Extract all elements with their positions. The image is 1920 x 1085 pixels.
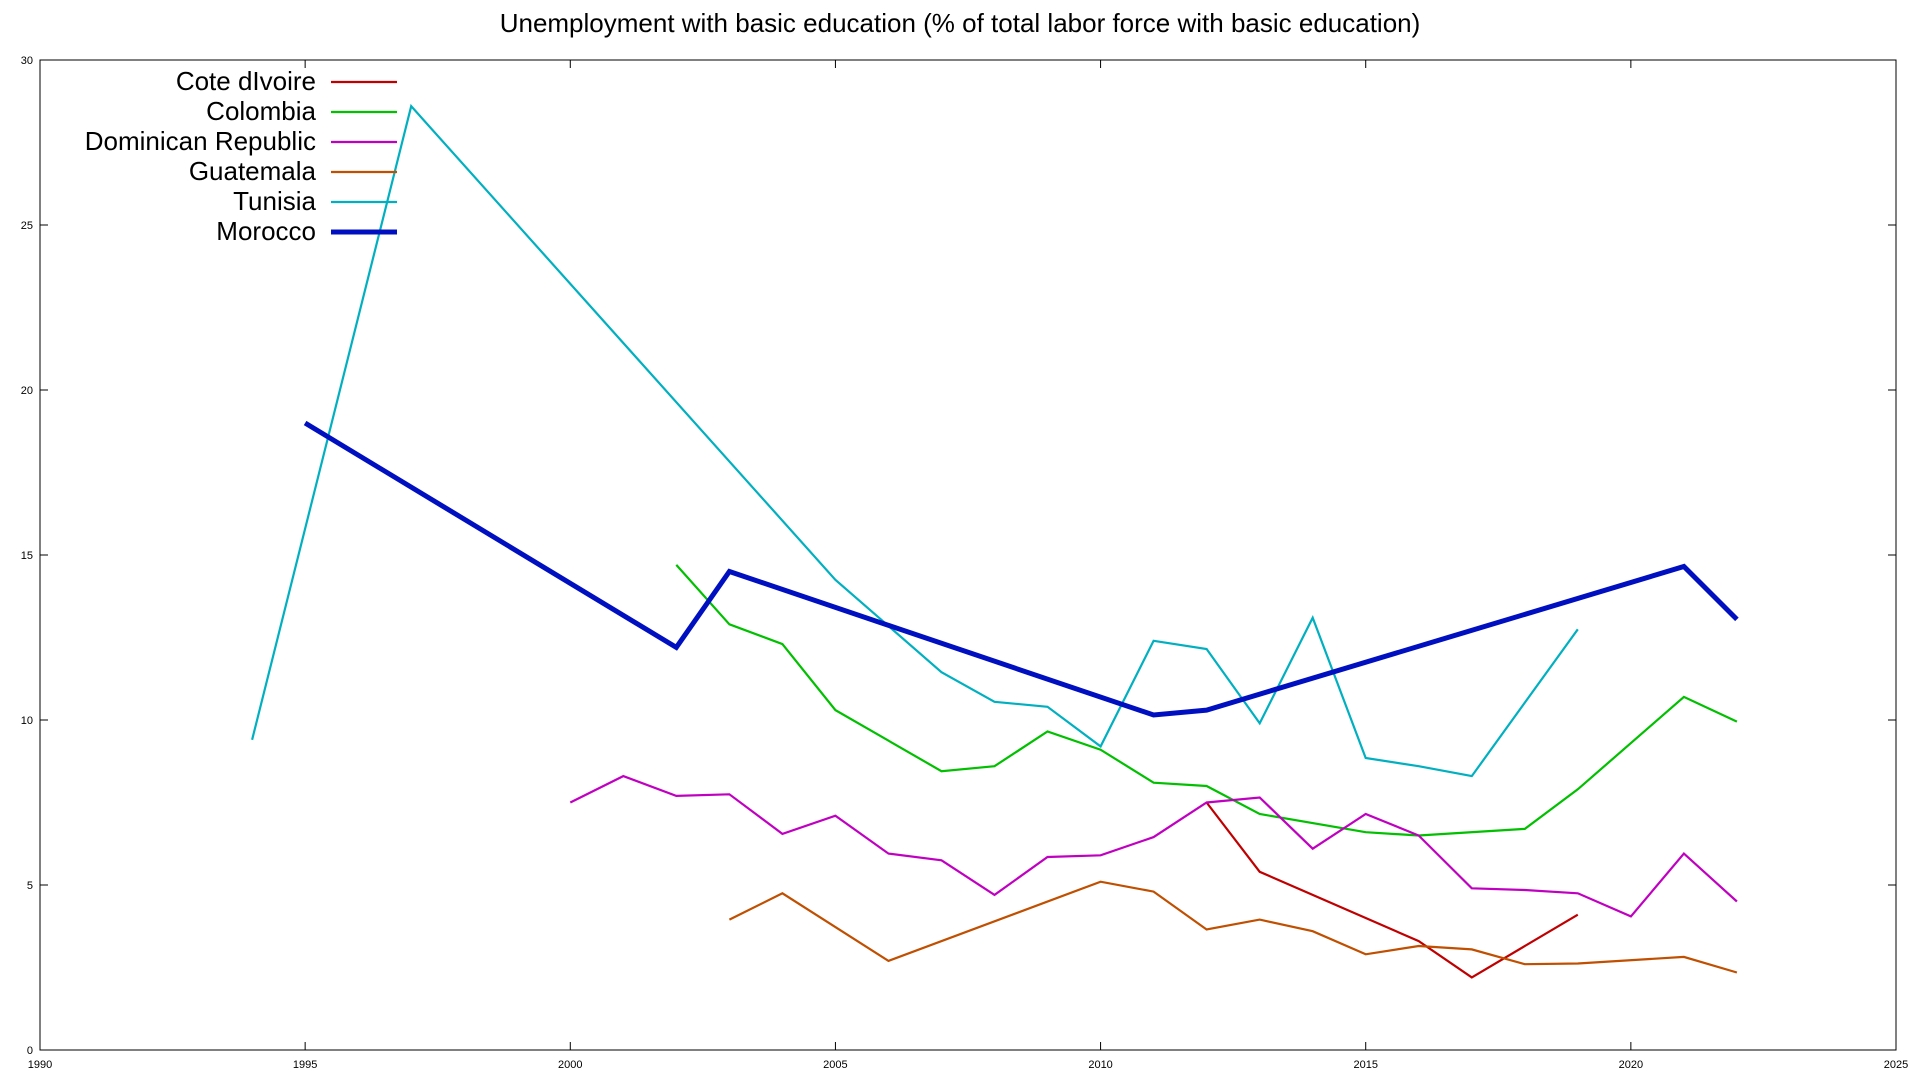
series-line-morocco (303, 420, 1739, 718)
series-line-dominican-republic (569, 774, 1738, 918)
y-tick-label: 5 (27, 880, 33, 892)
series-line-tunisia (251, 103, 1579, 778)
y-tick-label: 30 (21, 55, 33, 67)
legend-label: Morocco (216, 216, 316, 246)
x-tick-label: 2025 (1884, 1059, 1908, 1071)
x-tick-label: 2005 (823, 1059, 847, 1071)
legend-label: Guatemala (189, 156, 317, 186)
x-tick-label: 1995 (293, 1059, 317, 1071)
legend-label: Cote dIvoire (176, 66, 316, 96)
legend-label: Dominican Republic (85, 126, 316, 156)
series-line-cote-divoire (1205, 801, 1579, 979)
series-lines (251, 103, 1739, 979)
series-line-colombia (675, 564, 1738, 837)
y-tick-label: 20 (21, 385, 33, 397)
y-tick-label: 15 (21, 550, 33, 562)
y-tick-label: 0 (27, 1045, 33, 1057)
legend-label: Colombia (206, 96, 316, 126)
legend-label: Tunisia (233, 186, 316, 216)
x-tick-label: 2015 (1353, 1059, 1377, 1071)
chart-title: Unemployment with basic education (% of … (500, 8, 1421, 38)
series-line-guatemala (728, 880, 1738, 974)
y-tick-label: 10 (21, 715, 33, 727)
y-tick-label: 25 (21, 220, 33, 232)
x-tick-label: 2010 (1088, 1059, 1112, 1071)
x-tick-label: 1990 (28, 1059, 52, 1071)
axis-ticks: 1990 1995 2000 2005 2010 2015 2020 202505101520… (21, 55, 1908, 1071)
x-tick-label: 2000 (558, 1059, 582, 1071)
x-tick-label: 2020 (1619, 1059, 1643, 1071)
